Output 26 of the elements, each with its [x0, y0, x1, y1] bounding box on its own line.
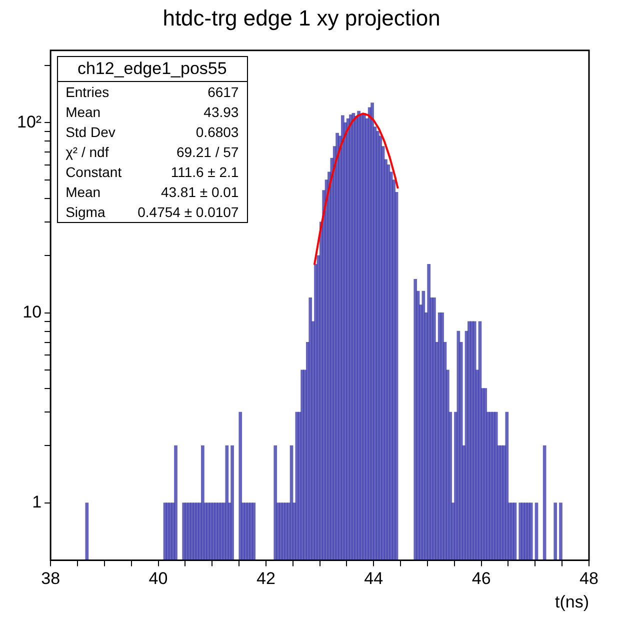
annotation: Mean	[64, 183, 102, 202]
annotation: Mean	[64, 103, 102, 122]
x-axis-title: t(ns)	[555, 592, 589, 612]
annotation: Constant	[64, 163, 123, 182]
x-tick-label: 40	[148, 569, 168, 588]
annotation: 43.93	[202, 103, 240, 122]
annotation: 69.21 / 57	[175, 143, 240, 162]
annotation: 6617	[206, 83, 240, 102]
y-tick-label: 10	[22, 302, 42, 322]
annotation: 43.81 ± 0.01	[160, 183, 240, 202]
y-tick-label: 1	[32, 492, 42, 512]
annotation: ch12_edge1_pos55	[58, 57, 247, 82]
annotation: 111.6 ± 2.1	[170, 163, 240, 182]
y-tick-label: 10²	[16, 112, 42, 132]
x-tick-label: 38	[41, 569, 60, 588]
annotation: Std Dev	[64, 123, 116, 142]
annotation: Entries	[64, 83, 110, 102]
x-tick-label: 42	[256, 569, 276, 588]
x-tick-label: 48	[580, 569, 598, 588]
annotation: 0.4754 ± 0.0107	[136, 203, 240, 222]
annotation: χ² / ndf	[64, 143, 110, 162]
annotation: Sigma	[64, 203, 106, 222]
chart-title: htdc-trg edge 1 xy projection	[162, 5, 440, 30]
x-tick-label: 46	[472, 569, 491, 588]
x-tick-label: 44	[364, 569, 384, 588]
annotation: 0.6803	[194, 123, 240, 142]
